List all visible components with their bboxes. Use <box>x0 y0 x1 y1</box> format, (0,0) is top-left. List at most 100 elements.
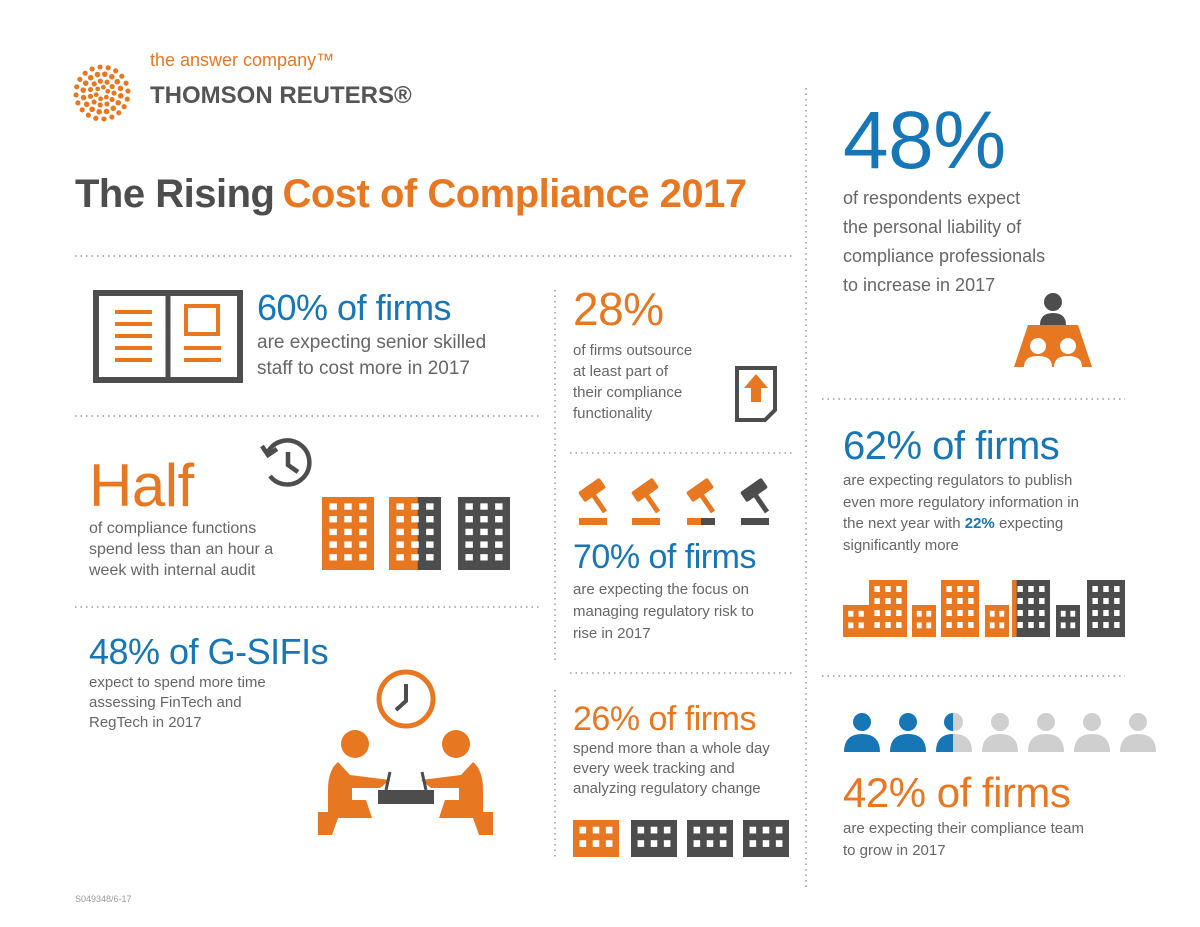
person-head <box>1037 713 1055 731</box>
logo-dot <box>77 76 83 82</box>
stat-line: functionality <box>573 405 653 422</box>
speaker-head <box>1044 293 1062 311</box>
stat: 26% of firms spend more than a whole day… <box>573 702 770 799</box>
window <box>426 516 434 523</box>
stat-line: every week tracking and <box>573 760 735 777</box>
gavel-head <box>578 478 606 502</box>
window <box>1028 610 1034 616</box>
window <box>896 610 902 616</box>
window <box>693 826 701 834</box>
person-head <box>1083 713 1101 731</box>
building-icon <box>1087 580 1125 637</box>
person-body <box>982 734 1018 752</box>
stat-emphasis: 22% <box>964 515 995 532</box>
window <box>1114 598 1120 604</box>
window <box>495 503 503 510</box>
stat-line: are expecting senior skilled <box>257 332 487 353</box>
meeting-clock <box>376 669 436 729</box>
logo-dot <box>109 73 115 80</box>
window <box>650 840 658 847</box>
stat-line: spend more than a whole day <box>573 740 770 757</box>
stat-headline: Half <box>89 452 194 519</box>
window <box>926 610 932 617</box>
window <box>999 622 1005 629</box>
window <box>1114 622 1120 628</box>
window <box>344 503 352 510</box>
window <box>916 610 922 617</box>
window <box>650 826 658 834</box>
window <box>465 528 473 536</box>
window <box>329 554 337 561</box>
logo-dot <box>91 99 97 105</box>
stat-line: significantly more <box>843 536 959 554</box>
person-body <box>421 762 493 835</box>
stat-line: to grow in 2017 <box>843 842 946 859</box>
building-icon <box>458 497 510 570</box>
window <box>1017 610 1023 616</box>
building-icon <box>631 820 677 857</box>
window <box>719 826 727 834</box>
person-head <box>442 730 470 758</box>
logo-dot <box>110 105 117 112</box>
logo-dot <box>85 112 91 118</box>
window <box>359 554 367 561</box>
logo-dot <box>97 102 103 108</box>
window <box>874 586 880 592</box>
window <box>1028 622 1034 628</box>
window <box>1103 610 1109 616</box>
window <box>1039 622 1045 628</box>
window <box>885 586 891 592</box>
building-icon <box>573 820 619 857</box>
stat-line: the next year with 22% expecting <box>843 513 1079 535</box>
window <box>1092 598 1098 604</box>
window <box>480 516 488 523</box>
stat-headline: 60% of firms <box>257 287 452 328</box>
window <box>592 840 600 847</box>
window <box>663 840 671 847</box>
title: The Rising Cost of Compliance 2017 <box>75 172 747 217</box>
window <box>968 586 974 592</box>
window <box>896 622 902 628</box>
person-body <box>1120 734 1156 752</box>
person-icon <box>1028 713 1064 752</box>
logo-dot <box>74 84 80 90</box>
window <box>411 554 419 561</box>
logo-dot <box>103 94 109 100</box>
window <box>495 554 503 561</box>
document-outline <box>735 366 777 422</box>
book-frame <box>93 290 243 383</box>
stat-text: of compliance functions spend less than a… <box>89 518 273 581</box>
window <box>946 622 952 628</box>
building-icon <box>322 497 374 570</box>
window <box>957 598 963 604</box>
person-head <box>991 713 1009 731</box>
dividers <box>75 88 1125 890</box>
window <box>426 554 434 561</box>
window <box>1039 598 1045 604</box>
window <box>874 598 880 604</box>
person-body <box>844 734 880 752</box>
window <box>495 528 503 536</box>
window <box>465 541 473 548</box>
stat-line: even more regulatory information in <box>843 493 1079 511</box>
window <box>775 826 783 834</box>
stat-line: are expecting the focus on <box>573 581 749 598</box>
building-icon <box>1056 605 1080 637</box>
window <box>396 503 404 510</box>
logo-dot <box>89 106 95 113</box>
window <box>946 610 952 616</box>
stat-text: of firms outsource at least part of their … <box>573 340 692 424</box>
logo-dot <box>73 92 79 98</box>
window <box>579 826 587 834</box>
person-body <box>890 734 926 752</box>
logo-dot <box>83 101 90 108</box>
logo-dot <box>104 101 110 107</box>
stat-line: expect to spend more time <box>89 674 266 691</box>
logo-dot <box>97 78 103 84</box>
person-body <box>318 762 390 835</box>
window <box>874 610 880 616</box>
logo-dot <box>101 116 107 122</box>
title-lead: The Rising <box>75 172 275 216</box>
stat-headline: 26% of firms <box>573 700 756 738</box>
logo-dot <box>114 78 121 85</box>
